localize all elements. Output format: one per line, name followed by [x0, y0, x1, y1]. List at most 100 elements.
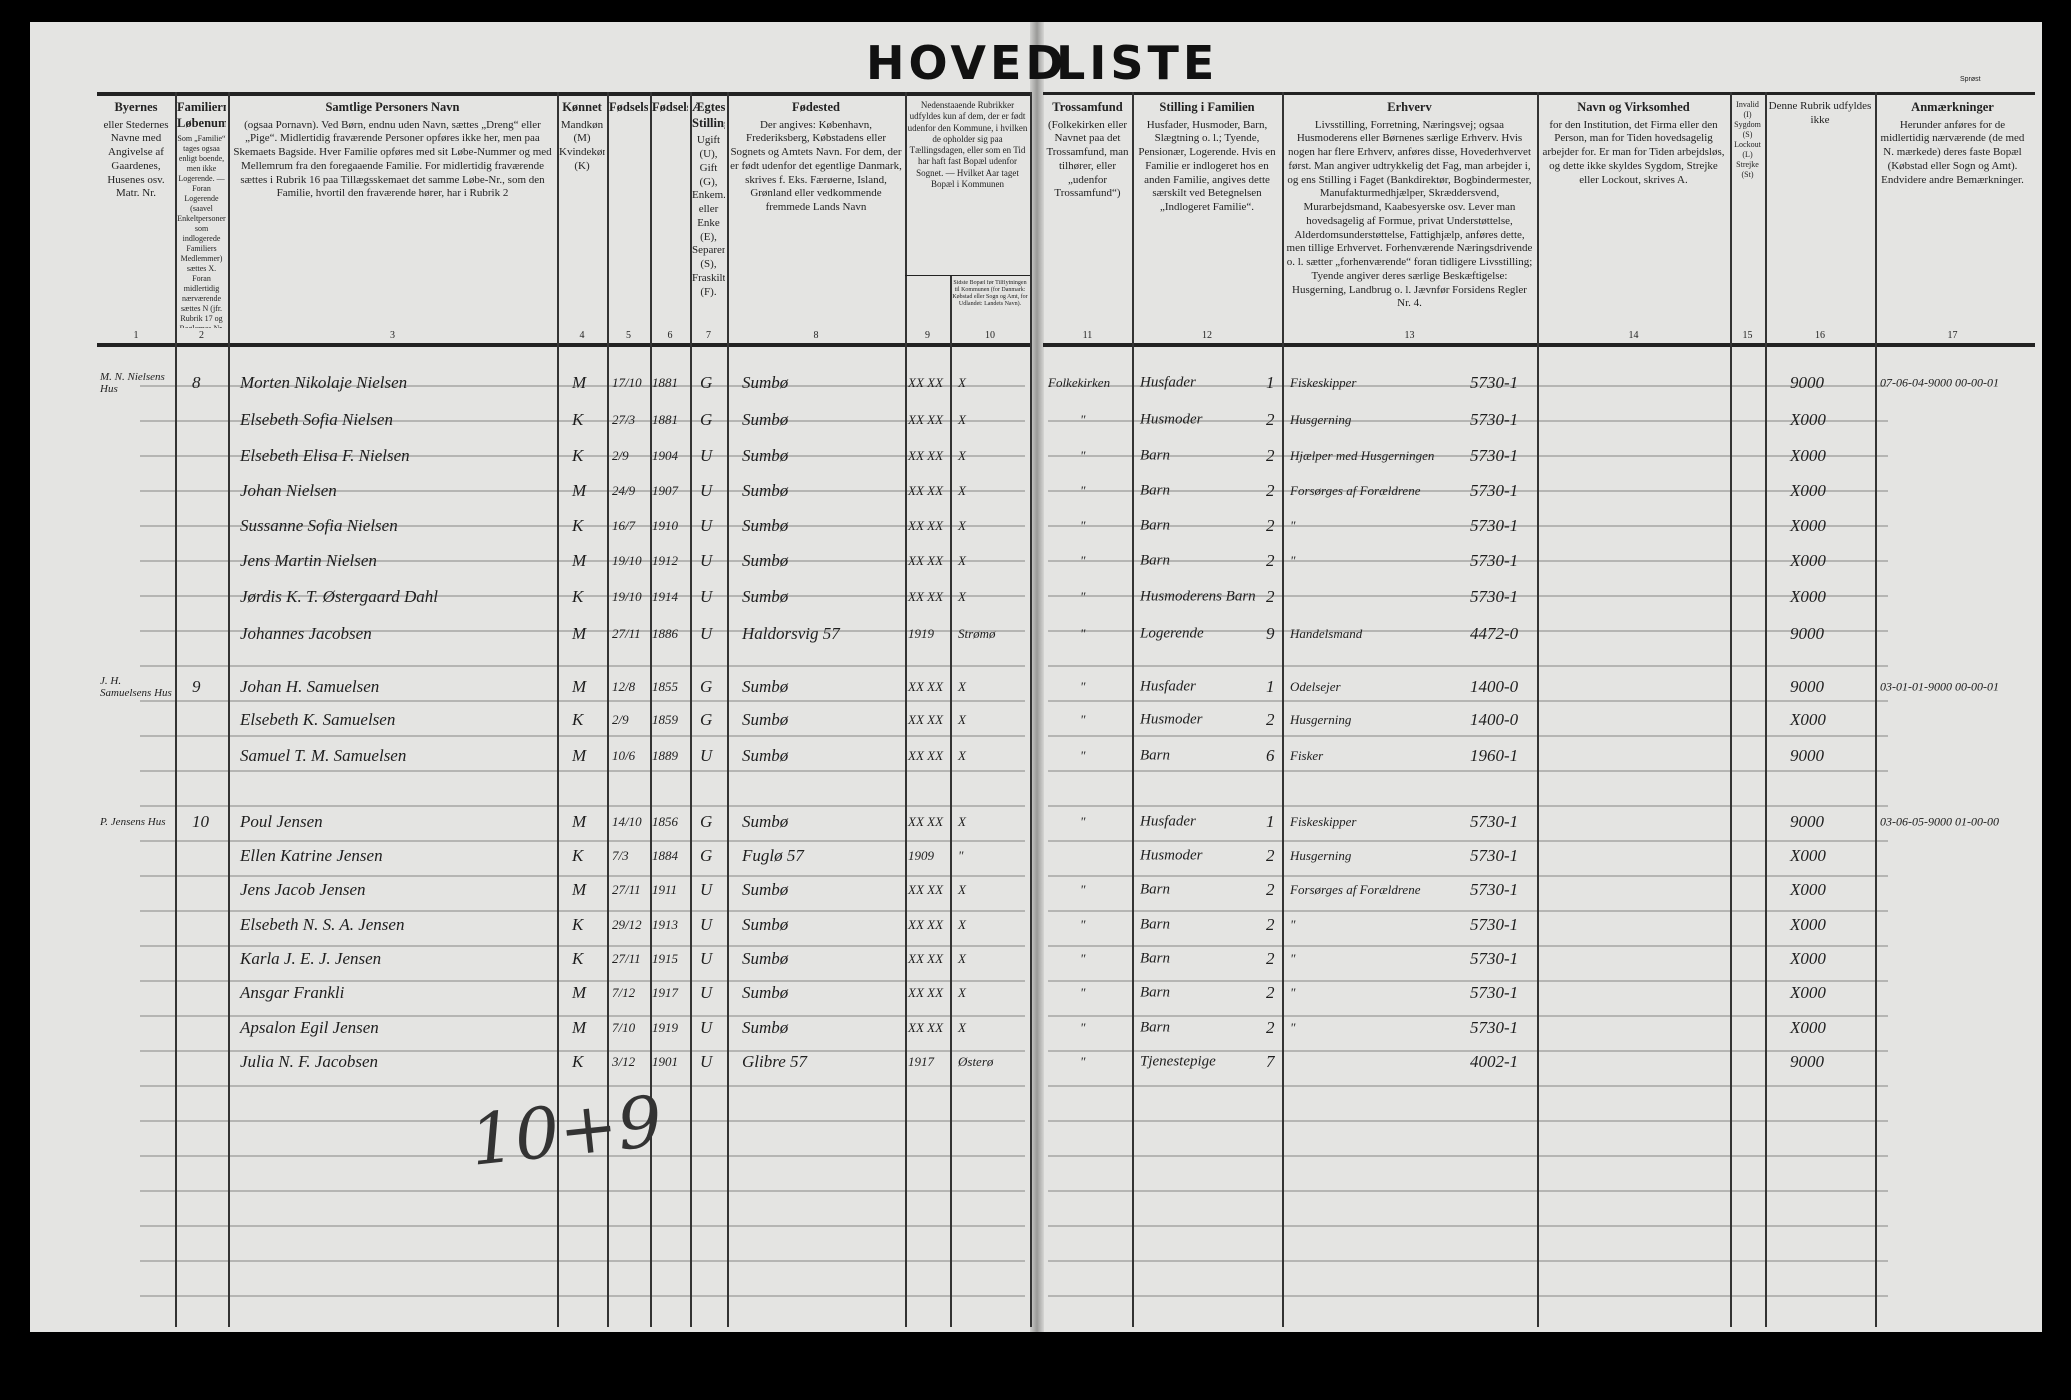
cell-civil: U — [700, 949, 713, 968]
cell-code: 5730-1 — [1470, 410, 1519, 429]
header-bottom-rule — [1043, 343, 2035, 347]
column-header-9: Nedenstaaende Rubrikker udfyldes kun af … — [907, 100, 1028, 270]
cell-job: Hjælper med Husgerningen — [1290, 448, 1435, 463]
column-title: Fødested — [792, 100, 840, 114]
column-number: 14 — [1628, 330, 1639, 341]
cell-day: 7/10 — [612, 1020, 636, 1035]
cell-name: Apsalon Egil Jensen — [240, 1018, 379, 1037]
cell-civil: U — [700, 746, 713, 765]
cell-civil: U — [700, 1018, 713, 1037]
cell-faith: " — [1080, 748, 1086, 763]
cell-name: Elsebeth Sofia Nielsen — [240, 410, 393, 429]
column-header-5: Fødselsdag — [609, 100, 648, 328]
cell-sex: M — [572, 983, 587, 1002]
cell-c10: X — [958, 483, 966, 498]
cell-civil: U — [700, 624, 713, 643]
cell-role: Barn — [1140, 447, 1170, 464]
cell-place: Sumbø — [742, 373, 789, 392]
cell-c16: X000 — [1790, 1018, 1826, 1037]
cell-sex: K — [572, 1052, 584, 1071]
cell-faith: " — [1080, 412, 1086, 427]
cell-rc: 2 — [1266, 516, 1275, 535]
cell-civil: U — [700, 551, 713, 570]
cell-name: Morten Nikolaje Nielsen — [240, 373, 408, 392]
cell-c9: XX XX — [908, 375, 944, 390]
cell-c16: X000 — [1790, 446, 1826, 465]
cell-role: Husmoder — [1140, 411, 1203, 428]
cell-code: 5730-1 — [1470, 846, 1519, 865]
cell-code: 5730-1 — [1470, 446, 1519, 465]
cell-faith: " — [1080, 712, 1086, 727]
cell-code: 5730-1 — [1470, 983, 1519, 1002]
cell-year: 1917 — [652, 985, 678, 1000]
column-header-10: Sidste Bopæl før Tilflytningen til Kommu… — [952, 280, 1028, 328]
cell-c9: XX XX — [908, 951, 944, 966]
cell-year: 1856 — [652, 814, 678, 829]
cell-place: Sumbø — [742, 481, 789, 500]
column-divider — [1765, 92, 1767, 1327]
cell-place: Sumbø — [742, 587, 789, 606]
cell-civil: U — [700, 516, 713, 535]
cell-role: Barn — [1140, 984, 1170, 1001]
cell-c10: Strømø — [958, 626, 996, 641]
column-divider — [175, 92, 177, 1327]
cell-c10: X — [958, 553, 966, 568]
column-header-1: Byernes eller Stedernes Navne med Angivel… — [99, 100, 173, 328]
cell-c16: 9000 — [1790, 1052, 1824, 1071]
cell-name: Samuel T. M. Samuelsen — [240, 746, 407, 765]
column-number: 11 — [1082, 330, 1093, 341]
cell-role: Barn — [1140, 517, 1170, 534]
column-title: Ægteskabelig Stilling — [692, 100, 725, 130]
cell-c10: X — [958, 1020, 966, 1035]
cell-rc: 2 — [1266, 710, 1275, 729]
column-divider — [650, 92, 652, 1327]
cell-day: 19/10 — [612, 589, 642, 604]
cell-c10: X — [958, 748, 966, 763]
cell-sex: M — [572, 746, 587, 765]
cell-c10: X — [958, 951, 966, 966]
column-divider — [1282, 92, 1284, 1327]
cell-c9: XX XX — [908, 518, 944, 533]
cell-year: 1919 — [652, 1020, 678, 1035]
cell-c10: X — [958, 589, 966, 604]
cell-rc: 2 — [1266, 587, 1275, 606]
cell-place: Sumbø — [742, 1018, 789, 1037]
cell-c16: 9000 — [1790, 812, 1824, 831]
cell-role: Barn — [1140, 916, 1170, 933]
cell-code: 1400-0 — [1470, 710, 1519, 729]
cell-c10: X — [958, 679, 966, 694]
cell-sex: M — [572, 373, 587, 392]
header-top-rule — [1043, 92, 2035, 95]
cell-name: Sussanne Sofia Nielsen — [240, 516, 398, 535]
column-number: 10 — [985, 330, 995, 341]
cell-c16: 9000 — [1790, 624, 1824, 643]
cell-c16: 9000 — [1790, 373, 1824, 392]
cell-name: Johan H. Samuelsen — [240, 677, 380, 696]
column-number: 12 — [1202, 330, 1212, 341]
column-title: Byernes — [114, 100, 158, 114]
cell-place: Sumbø — [742, 410, 789, 429]
cell-c9: XX XX — [908, 882, 944, 897]
cell-rc: 7 — [1266, 1052, 1275, 1071]
column-number: 9 — [925, 330, 930, 341]
column-header-7: Ægteskabelig Stilling Ugift (U), Gift (G)… — [692, 100, 725, 328]
cell-faith: " — [1080, 589, 1086, 604]
column-number: 4 — [579, 330, 585, 341]
cell-c10: X — [958, 917, 966, 932]
cell-c9: XX XX — [908, 917, 944, 932]
cell-job: " — [1290, 985, 1296, 1000]
cell-year: 1907 — [652, 483, 678, 498]
ruled-lines-left — [140, 352, 1025, 1322]
cell-c16: X000 — [1790, 710, 1826, 729]
stamp: Sprøst — [1960, 76, 1981, 83]
cell-day: 3/12 — [612, 1054, 636, 1069]
cell-role: Barn — [1140, 1019, 1170, 1036]
cell-job: Husgerning — [1290, 848, 1352, 863]
column-title: Fødselsdag — [609, 100, 648, 114]
cell-c10: X — [958, 882, 966, 897]
cell-role: Husfader — [1140, 813, 1196, 830]
cell-faith: " — [1080, 814, 1086, 829]
cell-faith: " — [1080, 985, 1086, 1000]
cell-c16: X000 — [1790, 481, 1826, 500]
column-divider — [950, 275, 952, 1327]
